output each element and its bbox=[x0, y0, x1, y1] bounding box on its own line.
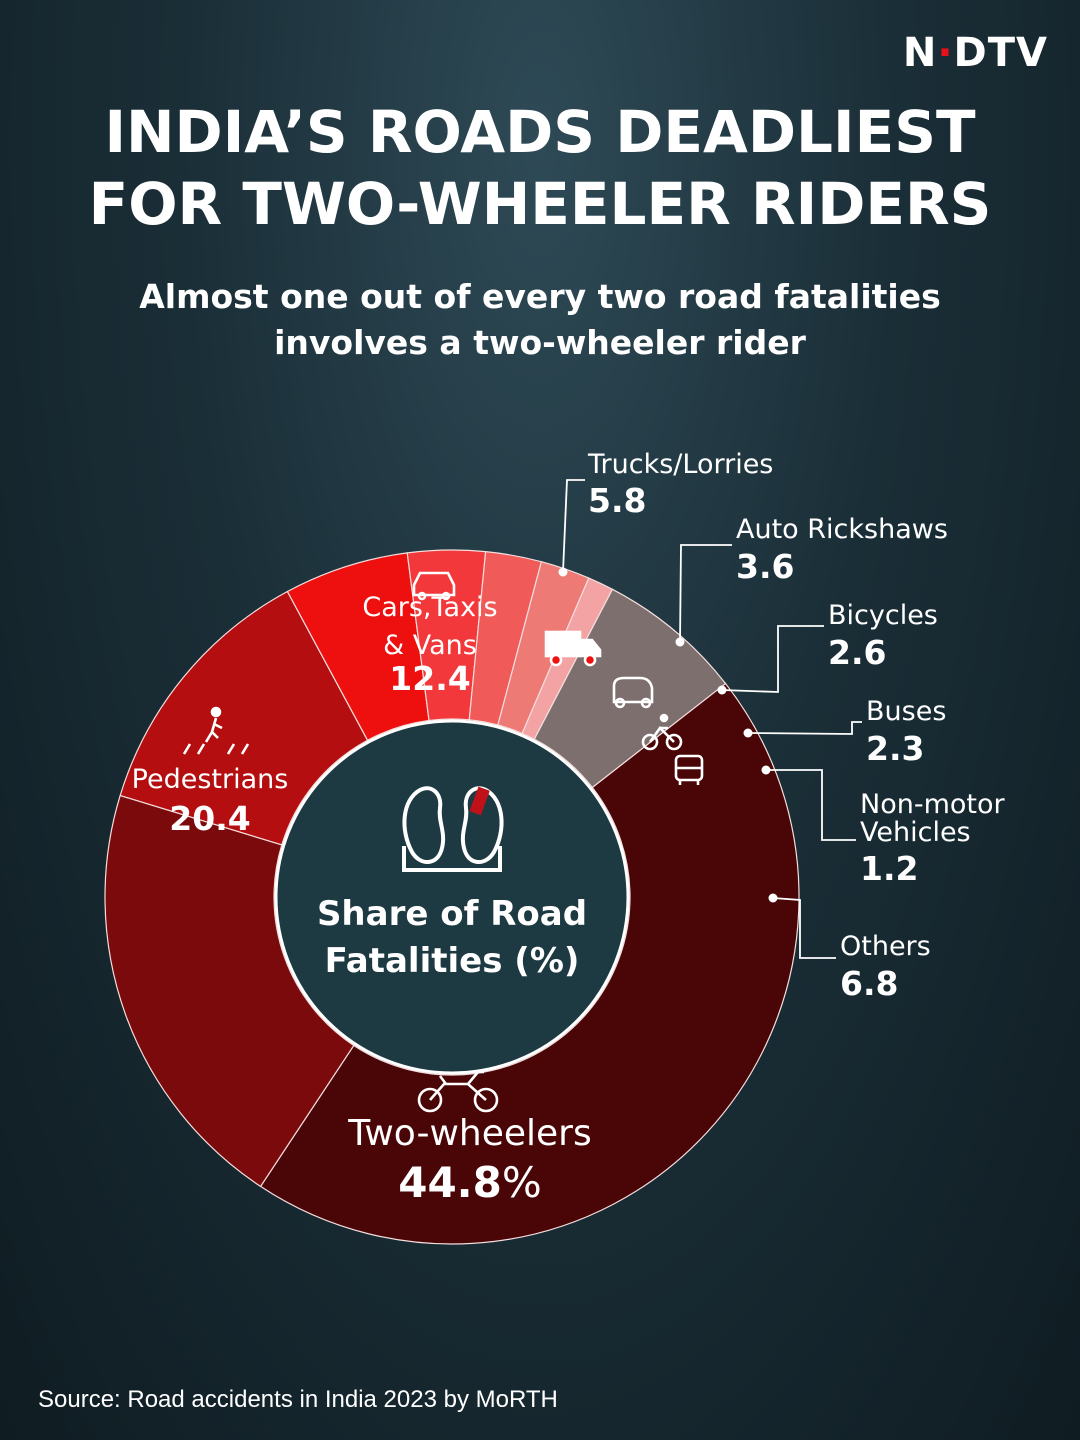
center-label-line-2: Fatalities (%) bbox=[325, 941, 580, 981]
label-auto-rickshaws-name-1: Auto Rickshaws bbox=[736, 514, 948, 545]
leader-dot-bicycles bbox=[717, 685, 727, 695]
label-cars-taxis-vans-name-2: & Vans bbox=[383, 630, 477, 661]
slice-two-wheelers bbox=[259, 682, 800, 1245]
pedestrian-icon bbox=[182, 706, 250, 755]
page-title: INDIA’S ROADS DEADLIEST FOR TWO-WHEELER … bbox=[0, 96, 1080, 240]
page-subtitle: Almost one out of every two road fatalit… bbox=[0, 274, 1080, 366]
label-cars-taxis-vans-name-1: Cars,Taxis bbox=[362, 592, 497, 623]
label-non-motor-vehicles-name-2: Vehicles bbox=[860, 817, 971, 848]
label-trucks-lorries-name-1: Trucks/Lorries bbox=[587, 449, 773, 480]
slice-pedestrians bbox=[104, 794, 355, 1188]
label-auto-rickshaws-value: 3.6 bbox=[736, 547, 794, 586]
truck-icon bbox=[544, 630, 602, 667]
label-buses-name-1: Buses bbox=[866, 696, 946, 727]
label-non-motor-vehicles-value: 1.2 bbox=[860, 849, 918, 888]
label-buses-value: 2.3 bbox=[866, 729, 924, 768]
center-label-line-1: Share of Road bbox=[317, 894, 587, 934]
label-bicycles-value: 2.6 bbox=[828, 633, 886, 672]
label-others-name-1: Others bbox=[840, 931, 931, 962]
label-pedestrians-value: 20.4 bbox=[169, 799, 250, 838]
footprints-icon bbox=[402, 786, 504, 872]
label-two-wheelers-percent: % bbox=[502, 1158, 542, 1207]
label-cars-taxis-vans-value: 12.4 bbox=[389, 659, 470, 698]
label-two-wheelers-value: 44.8% bbox=[398, 1158, 542, 1207]
title-line-1: INDIA’S ROADS DEADLIEST bbox=[104, 98, 976, 166]
donut-center bbox=[274, 719, 630, 1075]
ndtv-logo: N·DTV bbox=[902, 30, 1048, 76]
subtitle-line-2: involves a two-wheeler rider bbox=[274, 323, 806, 362]
leader-line-non-motor-vehicles bbox=[766, 769, 856, 841]
label-bicycles-name-1: Bicycles bbox=[828, 600, 938, 631]
leader-dot-trucks-lorries bbox=[558, 567, 568, 577]
leader-line-buses bbox=[747, 721, 862, 735]
leader-dot-auto-rickshaws bbox=[675, 637, 685, 647]
bicycle-icon bbox=[641, 713, 683, 751]
car-icon bbox=[412, 571, 456, 601]
label-non-motor-vehicles-name-1: Non-motor bbox=[860, 789, 1005, 820]
leader-line-trucks-lorries bbox=[562, 479, 585, 573]
label-pedestrians-name-1: Pedestrians bbox=[132, 764, 289, 795]
motorcycle-icon bbox=[417, 1070, 499, 1113]
leader-line-others bbox=[772, 897, 836, 959]
label-others-value: 6.8 bbox=[840, 964, 898, 1003]
leader-line-bicycles bbox=[721, 625, 824, 693]
label-trucks-lorries-value: 5.8 bbox=[588, 481, 646, 520]
auto-rickshaw-icon bbox=[612, 676, 654, 709]
bus-icon bbox=[674, 754, 704, 785]
leader-dot-non-motor-vehicles bbox=[761, 765, 771, 775]
slice-cars-taxis-vans bbox=[119, 590, 369, 846]
subtitle-line-1: Almost one out of every two road fatalit… bbox=[139, 277, 941, 316]
leader-dot-buses bbox=[743, 728, 753, 738]
label-two-wheelers-name-1: Two-wheelers bbox=[347, 1113, 591, 1154]
source-note: Source: Road accidents in India 2023 by … bbox=[38, 1386, 558, 1413]
leader-dot-others bbox=[768, 893, 778, 903]
leader-line-auto-rickshaws bbox=[679, 544, 732, 643]
title-line-2: FOR TWO-WHEELER RIDERS bbox=[88, 170, 992, 238]
